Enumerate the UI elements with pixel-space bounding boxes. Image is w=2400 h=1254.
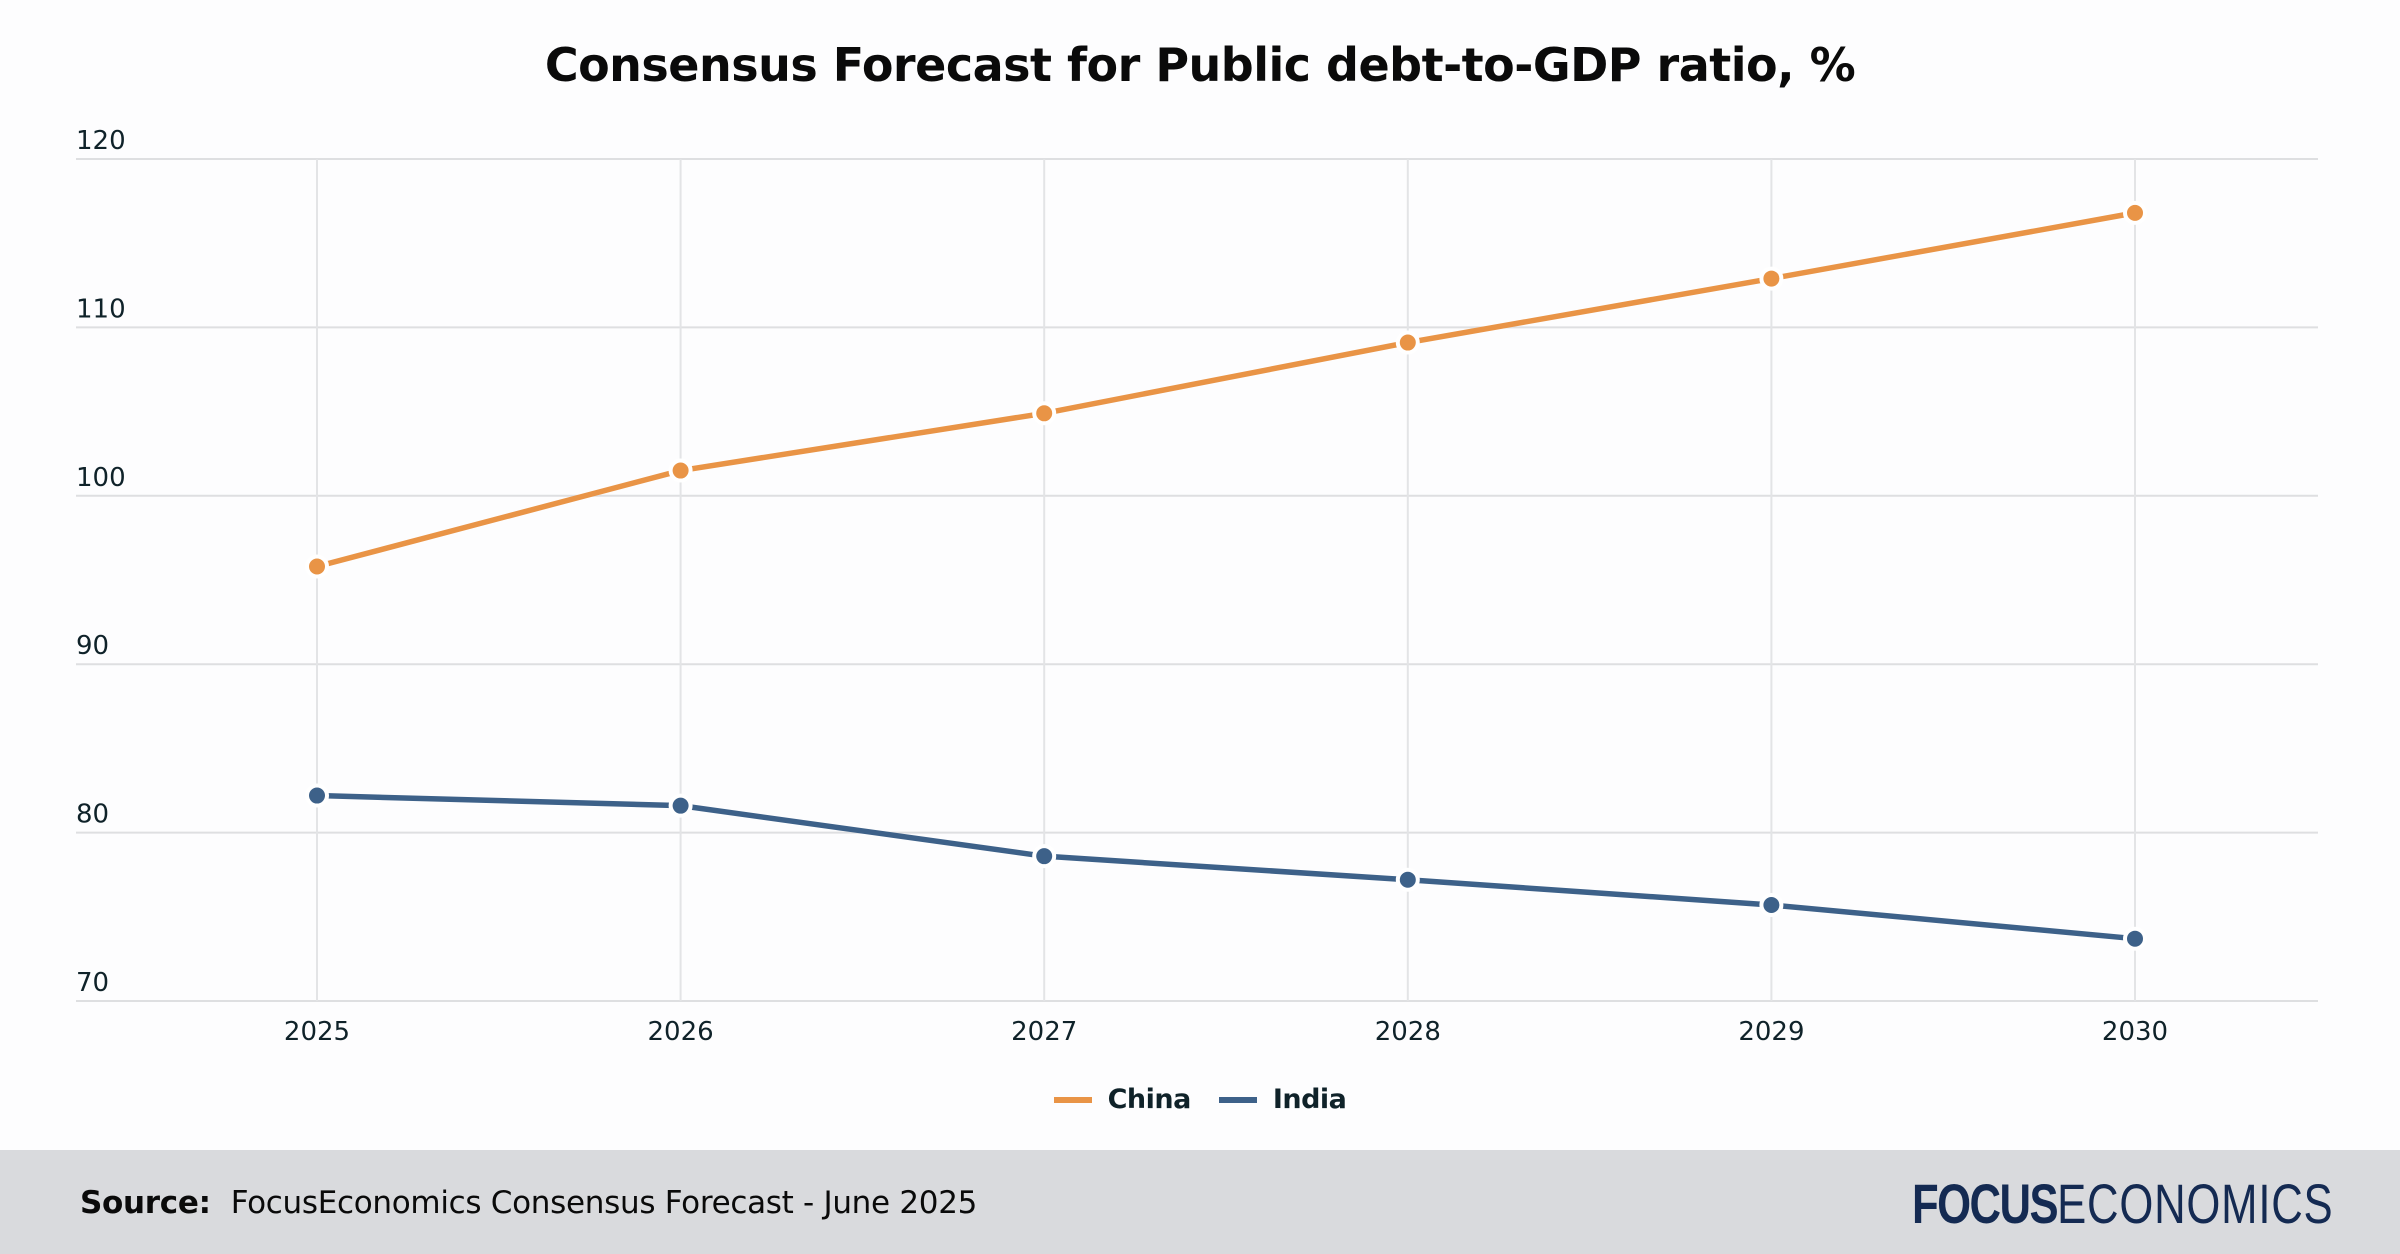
y-tick-label: 80 xyxy=(76,800,109,830)
x-tick-label: 2027 xyxy=(1011,1017,1077,1047)
series-layer xyxy=(305,200,2147,951)
y-axis: 70 80 90 100 110 120 xyxy=(76,126,126,998)
data-point-india xyxy=(2123,926,2147,951)
y-tick-label: 90 xyxy=(76,631,109,661)
legend-swatch-china xyxy=(1053,1096,1092,1103)
data-point-china xyxy=(2123,200,2147,225)
data-point-india xyxy=(1032,844,1057,869)
data-point-india xyxy=(305,783,329,808)
data-point-china xyxy=(1395,330,1420,355)
y-tick-label: 110 xyxy=(76,294,126,324)
data-point-china xyxy=(668,458,693,483)
data-point-china xyxy=(305,554,329,579)
data-point-india xyxy=(668,793,693,818)
footer: Source: FocusEconomics Consensus Forecast… xyxy=(0,1150,2400,1254)
source-text: FocusEconomics Consensus Forecast - June… xyxy=(230,1185,978,1221)
legend-swatch-india xyxy=(1218,1096,1257,1103)
line-chart: 70 80 90 100 110 120 2025 2026 2027 2028 2029 2030 xyxy=(76,126,2318,1047)
x-tick-label: 2028 xyxy=(1375,1017,1441,1047)
y-tick-label: 120 xyxy=(76,126,126,156)
grid xyxy=(76,158,2318,1002)
legend-label-india: India xyxy=(1272,1084,1347,1115)
x-tick-label: 2029 xyxy=(1738,1017,1804,1047)
x-tick-label: 2030 xyxy=(2102,1017,2168,1047)
data-point-china xyxy=(1759,266,1784,291)
data-point-india xyxy=(1759,893,1784,918)
series-line-china xyxy=(314,210,2138,570)
logo-economics: ECONOMICS xyxy=(2057,1172,2334,1235)
source-label: Source: xyxy=(80,1185,211,1221)
focuseconomics-logo: FOCUSECONOMICS xyxy=(1912,1176,2333,1232)
y-tick-label: 100 xyxy=(76,463,126,493)
source-note: Source: FocusEconomics Consensus Forecast… xyxy=(80,1185,977,1221)
y-tick-label: 70 xyxy=(76,968,109,998)
x-tick-label: 2026 xyxy=(648,1017,714,1047)
series-line-india xyxy=(314,792,2138,942)
data-point-china xyxy=(1032,401,1057,426)
logo-focus: FOCUS xyxy=(1912,1172,2059,1235)
x-axis: 2025 2026 2027 2028 2029 2030 xyxy=(284,1017,2168,1047)
legend-item-china[interactable]: China xyxy=(1053,1084,1192,1115)
legend-label-china: China xyxy=(1107,1084,1192,1115)
x-tick-label: 2025 xyxy=(284,1017,350,1047)
chart-title: Consensus Forecast for Public debt-to-GD… xyxy=(544,38,1856,92)
legend-item-india[interactable]: India xyxy=(1218,1084,1347,1115)
data-point-india xyxy=(1395,867,1420,892)
legend: China India xyxy=(0,1084,2400,1115)
